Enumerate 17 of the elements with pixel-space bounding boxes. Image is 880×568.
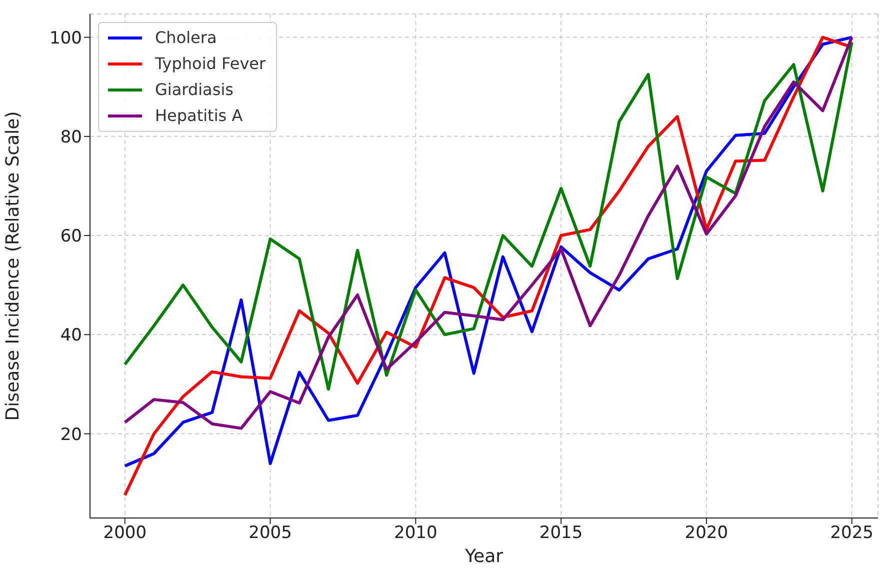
legend-label: Typhoid Fever [155,53,266,75]
x-axis-title: Year [464,546,504,567]
x-tick-label: 2010 [394,523,438,544]
y-tick-label: 80 [60,127,82,148]
legend-label: Giardiasis [155,79,234,101]
y-tick-label: 40 [60,326,82,346]
x-tick-label: 2015 [539,523,583,544]
x-tick-label: 2020 [684,523,728,544]
y-tick-label: 60 [60,226,82,247]
x-tick-label: 2000 [103,523,147,544]
y-tick-label: 100 [50,28,82,48]
legend-label: Cholera [155,27,217,49]
legend-label: Hepatitis A [155,105,243,127]
y-axis-title: Disease Incidence (Relative Scale) [2,111,24,421]
x-tick-label: 2025 [830,523,874,544]
y-tick-label: 20 [60,424,82,445]
x-tick-label: 2005 [248,523,292,544]
